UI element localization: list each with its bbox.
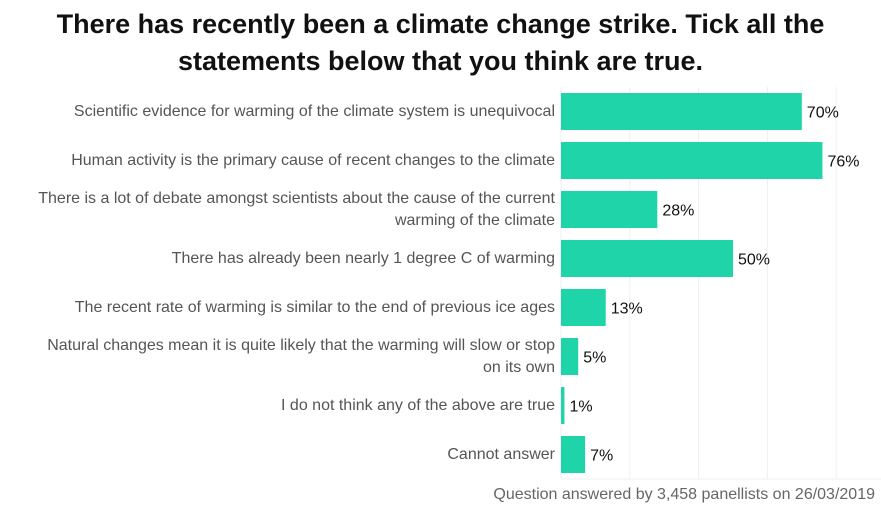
data-label: 13% bbox=[611, 301, 643, 318]
bar bbox=[561, 142, 823, 179]
bar bbox=[561, 436, 586, 473]
data-label: 50% bbox=[738, 252, 770, 269]
category-label: There has already been nearly 1 degree C… bbox=[171, 249, 555, 267]
title-line: statements below that you think are true… bbox=[177, 46, 704, 76]
bar bbox=[561, 93, 802, 130]
data-label: 7% bbox=[590, 448, 613, 465]
data-label: 5% bbox=[583, 350, 606, 367]
footer-note: Question answered by 3,458 panellists on… bbox=[493, 486, 875, 503]
chart-title: There has recently been a climate change… bbox=[0, 6, 881, 80]
bar bbox=[561, 338, 579, 375]
category-label: Scientific evidence for warming of the c… bbox=[73, 102, 555, 120]
category-label: Natural changes mean it is quite likely … bbox=[47, 336, 555, 376]
category-label: Cannot answer bbox=[447, 445, 555, 463]
bar bbox=[561, 240, 733, 277]
title-line: There has recently been a climate change… bbox=[56, 9, 825, 39]
data-label: 76% bbox=[827, 154, 859, 171]
category-label: I do not think any of the above are true bbox=[281, 396, 555, 414]
bar bbox=[561, 191, 658, 228]
bar bbox=[561, 289, 606, 326]
data-label: 28% bbox=[662, 203, 694, 220]
category-label: Human activity is the primary cause of r… bbox=[71, 151, 555, 169]
data-label: 1% bbox=[569, 399, 592, 416]
bar bbox=[561, 387, 565, 424]
category-label: The recent rate of warming is similar to… bbox=[74, 298, 555, 316]
data-label: 70% bbox=[807, 105, 839, 122]
category-label: There is a lot of debate amongst scienti… bbox=[38, 189, 555, 229]
